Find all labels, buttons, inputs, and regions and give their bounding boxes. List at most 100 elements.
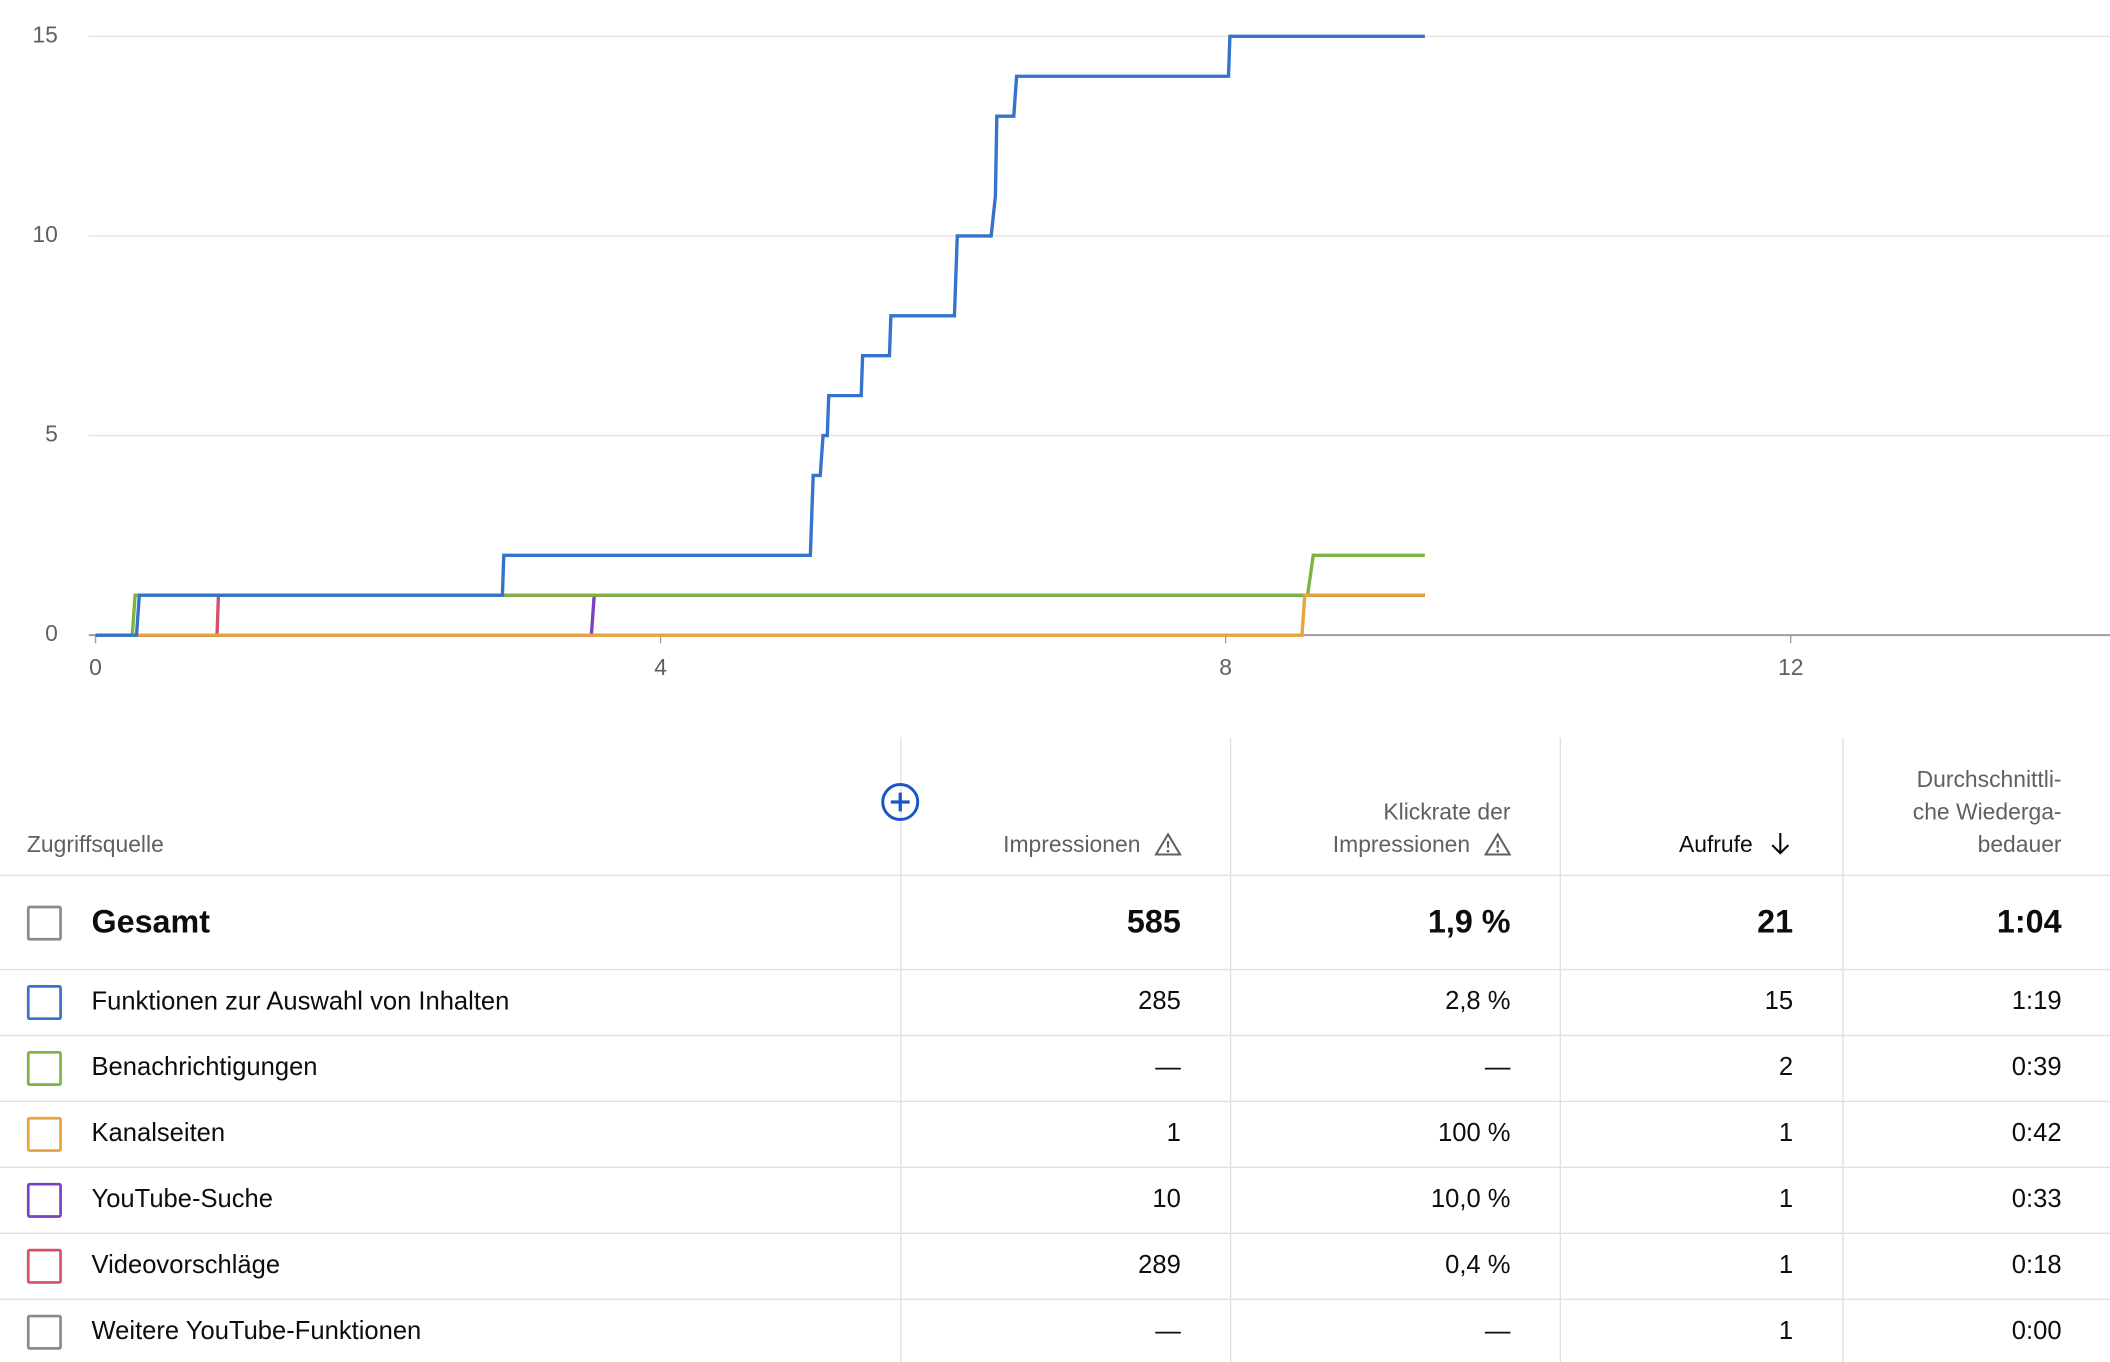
cell: 21 [1558,875,1843,971]
header-text: Klickrate der [1383,799,1511,825]
metric-value: 1:19 [2011,987,2062,1016]
x-tick-label: 0 [89,654,102,680]
source-name: Kanalseiten [91,1119,226,1148]
cell: — [1229,1035,1560,1103]
cell: 0,4 % [1229,1233,1560,1300]
cell: 2 [1558,1035,1843,1103]
metric-value: 0:42 [2011,1119,2062,1148]
metric-value: — [1484,1053,1511,1082]
metric-value: 1 [1778,1119,1794,1148]
add-metric-button[interactable] [879,780,922,823]
metric-value: 10,0 % [1430,1185,1511,1214]
cell: 1 [1558,1299,1843,1362]
cell: 1 [1558,1167,1843,1234]
metric-value: 1:04 [1996,903,2062,940]
header-row: Zugriffsquelle Impressionen Klickrate der I… [0,737,2110,877]
metric-value: 21 [1757,903,1794,940]
checkbox[interactable] [26,1314,62,1350]
cell: — [899,1035,1230,1103]
metric-value: 1 [1778,1251,1794,1280]
header-text: Impressionen [1332,831,1471,858]
source-name: YouTube-Suche [91,1185,274,1214]
source-name: Gesamt [91,903,210,940]
sort-icon [1770,832,1789,855]
metric-value: 2 [1778,1053,1794,1082]
cell: — [899,1299,1230,1362]
cell: 289 [899,1233,1230,1300]
cell: Benachrichtigungen [0,1035,901,1103]
metric-value: — [1155,1053,1181,1082]
cell: 0:42 [1841,1101,2110,1169]
cell: 0:00 [1841,1299,2110,1362]
cell: 1:19 [1841,969,2110,1037]
x-tick-label: 12 [1778,654,1803,680]
header-text: Durchschnittli- [1916,767,2062,793]
checkbox[interactable] [26,905,62,941]
column-header: Zugriffsquelle [0,737,901,877]
checkbox[interactable] [26,1050,62,1086]
metric-value: 1 [1778,1317,1794,1346]
cell: 1:04 [1841,875,2110,971]
metric-value: 0:39 [2011,1053,2062,1082]
table-body: Gesamt 585 1,9 % 21 1:04 Funktionen zur Auswa… [0,875,2110,1362]
cell: 2,8 % [1229,969,1560,1037]
total-row: Gesamt 585 1,9 % 21 1:04 [0,875,2110,971]
metric-value: 15 [1764,987,1794,1016]
header-text: Aufrufe [1678,831,1753,858]
cell: 1 [899,1101,1230,1169]
data-row: Funktionen zur Auswahl von Inhalten 285 2,… [0,969,2110,1037]
series-line [95,593,1425,637]
metric-value: 0:00 [2011,1317,2062,1346]
cell: 0:18 [1841,1233,2110,1300]
cell: Kanalseiten [0,1101,901,1169]
checkbox[interactable] [26,1116,62,1152]
warning-icon [1153,832,1181,856]
cell: 285 [899,969,1230,1037]
y-tick-label: 5 [45,421,58,447]
cell: 100 % [1229,1101,1560,1169]
cell: YouTube-Suche [0,1167,901,1234]
cell: 1 [1558,1233,1843,1300]
x-tick-label: 4 [654,654,667,680]
column-header: Aufrufe [1558,737,1843,877]
series-line [95,34,1425,637]
header-text: che Wiederga- [1912,799,2062,825]
metric-value: 1 [1166,1119,1181,1148]
cell: 1 [1558,1101,1843,1169]
metric-value: 0:18 [2011,1251,2062,1280]
warning-icon [1483,832,1511,856]
y-tick-label: 10 [32,221,57,247]
column-header: Klickrate der Impressionen [1229,737,1560,877]
metric-value: 289 [1138,1251,1181,1280]
series-line [95,593,1425,637]
metric-value: 2,8 % [1445,987,1511,1016]
x-tick-label: 8 [1219,654,1232,680]
metric-value: 0:33 [2011,1185,2062,1214]
header-text: Impressionen [1003,831,1141,858]
cell: Weitere YouTube-Funktionen [0,1299,901,1362]
metric-value: 285 [1138,987,1181,1016]
source-name: Videovorschläge [91,1251,281,1280]
data-row: Benachrichtigungen — — 2 0:39 [0,1035,2110,1103]
y-tick-label: 0 [45,620,58,646]
cell: 10 [899,1167,1230,1234]
cell: Funktionen zur Auswahl von Inhalten [0,969,901,1037]
traffic-source-table: Zugriffsquelle Impressionen Klickrate der I… [0,737,2110,1362]
column-header: Durchschnittli-che Wiederga-bedauer [1841,737,2110,877]
metric-value: 1 [1778,1185,1794,1214]
checkbox[interactable] [26,985,62,1021]
data-row: Weitere YouTube-Funktionen — — 1 0:00 [0,1299,2110,1362]
series-line [95,593,1425,637]
column-header: Impressionen [899,737,1230,877]
header-text: bedauer [1977,831,2062,858]
cell: 10,0 % [1229,1167,1560,1234]
checkbox[interactable] [26,1182,62,1218]
cell: 1,9 % [1229,875,1560,971]
checkbox[interactable] [26,1248,62,1284]
source-name: Weitere YouTube-Funktionen [91,1317,422,1346]
cell: Gesamt [0,875,901,971]
data-row: YouTube-Suche 10 10,0 % 1 0:33 [0,1167,2110,1234]
chart: 0 5 10 15 0 4 8 12 [32,21,2110,680]
